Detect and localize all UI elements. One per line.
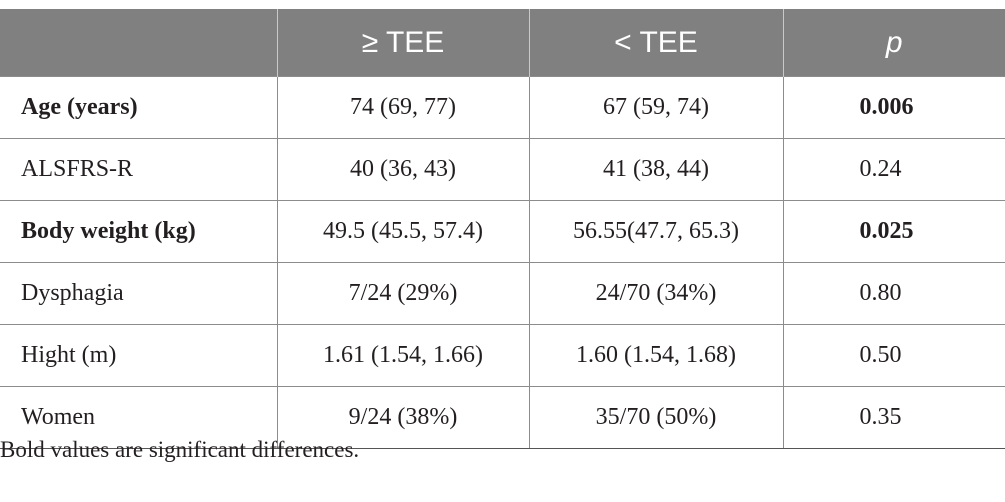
results-table: ≥ TEE < TEE p Age (years) 74 (69, 77) 67… bbox=[0, 9, 1005, 449]
row-label: Women bbox=[0, 386, 278, 449]
cell-tee-high: 1.61 (1.54, 1.66) bbox=[276, 324, 530, 387]
header-row: ≥ TEE < TEE p bbox=[0, 9, 1005, 77]
header-tee-low: < TEE bbox=[529, 9, 784, 77]
cell-tee-low: 35/70 (50%) bbox=[528, 386, 784, 449]
row-label: Body weight (kg) bbox=[0, 200, 278, 263]
cell-tee-low: 56.55(47.7, 65.3) bbox=[528, 200, 784, 263]
table-row: Women 9/24 (38%) 35/70 (50%) 0.35 bbox=[0, 386, 1005, 449]
cell-tee-high: 40 (36, 43) bbox=[276, 138, 530, 201]
cell-p-value: 0.025 bbox=[782, 200, 1005, 263]
table-body: Age (years) 74 (69, 77) 67 (59, 74) 0.00… bbox=[0, 76, 1005, 449]
header-tee-high: ≥ TEE bbox=[277, 9, 530, 77]
cell-tee-low: 41 (38, 44) bbox=[528, 138, 784, 201]
cell-tee-high: 9/24 (38%) bbox=[276, 386, 530, 449]
table-footnote: Bold values are significant differences. bbox=[0, 437, 360, 462]
header-p-value: p bbox=[885, 25, 903, 59]
row-label: Age (years) bbox=[0, 76, 278, 139]
row-label: ALSFRS-R bbox=[0, 138, 278, 201]
cell-tee-low: 24/70 (34%) bbox=[528, 262, 784, 325]
header-variable bbox=[0, 9, 278, 77]
cell-tee-high: 7/24 (29%) bbox=[276, 262, 530, 325]
table-row: Hight (m) 1.61 (1.54, 1.66) 1.60 (1.54, … bbox=[0, 324, 1005, 387]
row-label: Dysphagia bbox=[0, 262, 278, 325]
cell-p-value: 0.80 bbox=[782, 262, 1005, 325]
cell-tee-high: 49.5 (45.5, 57.4) bbox=[276, 200, 530, 263]
cell-tee-low: 67 (59, 74) bbox=[528, 76, 784, 139]
table-row: Age (years) 74 (69, 77) 67 (59, 74) 0.00… bbox=[0, 76, 1005, 139]
table-figure: ≥ TEE < TEE p Age (years) 74 (69, 77) 67… bbox=[0, 9, 1005, 449]
table-row: Dysphagia 7/24 (29%) 24/70 (34%) 0.80 bbox=[0, 262, 1005, 325]
cell-p-value: 0.24 bbox=[782, 138, 1005, 201]
cell-tee-high: 74 (69, 77) bbox=[276, 76, 530, 139]
table-row: ALSFRS-R 40 (36, 43) 41 (38, 44) 0.24 bbox=[0, 138, 1005, 201]
cell-p-value: 0.35 bbox=[782, 386, 1005, 449]
row-label: Hight (m) bbox=[0, 324, 278, 387]
cell-p-value: 0.006 bbox=[782, 76, 1005, 139]
table-row: Body weight (kg) 49.5 (45.5, 57.4) 56.55… bbox=[0, 200, 1005, 263]
cell-tee-low: 1.60 (1.54, 1.68) bbox=[528, 324, 784, 387]
cell-p-value: 0.50 bbox=[782, 324, 1005, 387]
